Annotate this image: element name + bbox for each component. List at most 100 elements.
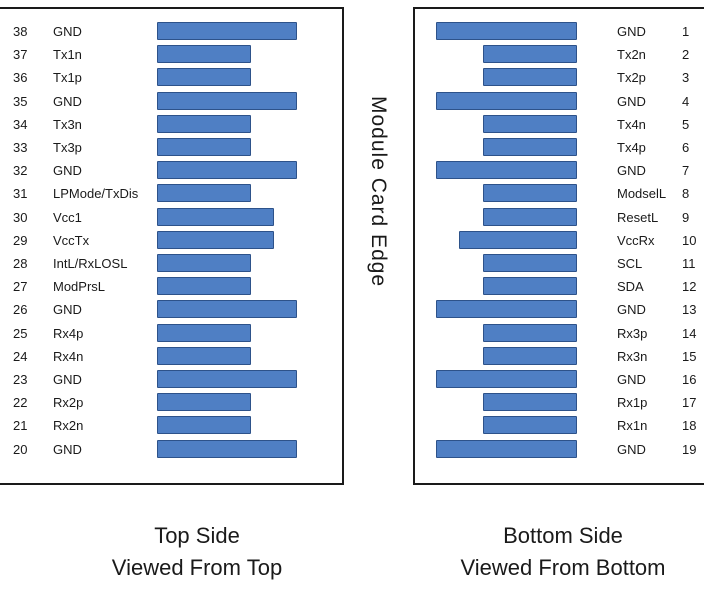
pin-number: 29 (13, 233, 28, 248)
pin-number: 21 (13, 418, 28, 433)
pin-number: 3 (682, 70, 690, 85)
contact-pad (157, 300, 297, 318)
contact-pad (157, 161, 297, 179)
pin-number: 15 (682, 349, 697, 364)
pin-signal-name: GND (53, 372, 82, 387)
pin-number: 5 (682, 117, 690, 132)
bottom-side-caption-subtitle: Viewed From Bottom (460, 555, 666, 580)
pin-number: 35 (13, 94, 28, 109)
bottom-pin-row: 9 ResetL (0, 208, 704, 227)
pin-signal-name: GND (617, 163, 646, 178)
pin-signal-name: VccRx (617, 233, 655, 248)
contact-pad (157, 92, 297, 110)
pin-signal-name: SCL (617, 256, 643, 271)
bottom-pin-row: 7 GND (0, 161, 704, 180)
pin-signal-name: Tx4p (617, 140, 646, 155)
pin-number: 13 (682, 302, 697, 317)
contact-pad (157, 68, 251, 86)
pin-signal-name: GND (53, 94, 82, 109)
top-pin-row: 32 GND (0, 161, 704, 180)
pin-signal-name: Rx3n (617, 349, 648, 364)
top-side-panel (0, 7, 344, 485)
contact-pad (483, 416, 577, 434)
pin-signal-name: Rx3p (617, 326, 648, 341)
top-pin-row: 36 Tx1p (0, 68, 704, 87)
contact-pad (483, 68, 577, 86)
pin-number: 1 (682, 24, 690, 39)
top-side-caption-title: Top Side (154, 523, 240, 548)
contact-pad (157, 208, 274, 226)
bottom-pin-row: 15 Rx3n (0, 347, 704, 366)
pin-number: 24 (13, 349, 28, 364)
pin-signal-name: Vcc1 (53, 210, 82, 225)
bottom-pin-row: 2 Tx2n (0, 45, 704, 64)
pin-signal-name: LPMode/TxDis (53, 186, 139, 201)
contact-pad (157, 416, 251, 434)
top-pin-row: 38 GND (0, 22, 704, 41)
contact-pad (157, 277, 251, 295)
contact-pad (157, 370, 297, 388)
pin-number: 22 (13, 395, 28, 410)
top-pin-row: 33 Tx3p (0, 138, 704, 157)
pin-signal-name: ModselL (617, 186, 667, 201)
pin-number: 25 (13, 326, 28, 341)
pin-signal-name: VccTx (53, 233, 90, 248)
contact-pad (483, 254, 577, 272)
bottom-pin-row: 5 Tx4n (0, 115, 704, 134)
pin-signal-name: GND (53, 442, 82, 457)
top-side-caption: Top Side Viewed From Top (92, 520, 302, 584)
pin-signal-name: GND (617, 24, 646, 39)
top-pin-row: 25 Rx4p (0, 324, 704, 343)
bottom-pin-row: 3 Tx2p (0, 68, 704, 87)
top-pin-row: 20 GND (0, 440, 704, 459)
pin-number: 8 (682, 186, 690, 201)
bottom-side-panel (413, 7, 704, 485)
contact-pad (483, 138, 577, 156)
pin-number: 16 (682, 372, 697, 387)
pin-signal-name: Tx3n (53, 117, 82, 132)
pin-signal-name: SDA (617, 279, 644, 294)
pin-number: 26 (13, 302, 28, 317)
bottom-pin-row: 6 Tx4p (0, 138, 704, 157)
bottom-pin-row: 11 SCL (0, 254, 704, 273)
pin-signal-name: ResetL (617, 210, 659, 225)
contact-pad (157, 324, 251, 342)
pin-number: 14 (682, 326, 697, 341)
pin-signal-name: Tx2p (617, 70, 646, 85)
pin-signal-name: Tx2n (617, 47, 646, 62)
top-pin-row: 28 IntL/RxLOSL (0, 254, 704, 273)
bottom-pin-row: 18 Rx1n (0, 416, 704, 435)
pin-signal-name: GND (53, 24, 82, 39)
pin-signal-name: Rx1n (617, 418, 648, 433)
contact-pad (157, 45, 251, 63)
top-pin-row: 29 VccTx (0, 231, 704, 250)
module-card-edge-label: Module Card Edge (367, 96, 390, 288)
pin-signal-name: Tx3p (53, 140, 82, 155)
top-pin-row: 30 Vcc1 (0, 208, 704, 227)
pin-number: 23 (13, 372, 28, 387)
contact-pad (157, 393, 251, 411)
top-pin-row: 23 GND (0, 370, 704, 389)
pin-signal-name: GND (53, 302, 82, 317)
contact-pad (157, 231, 274, 249)
pin-number: 19 (682, 442, 697, 457)
pin-number: 4 (682, 94, 690, 109)
contact-pad (483, 184, 577, 202)
pin-signal-name: Rx2n (53, 418, 84, 433)
pin-signal-name: IntL/RxLOSL (53, 256, 128, 271)
pin-number: 31 (13, 186, 28, 201)
pin-signal-name: Tx4n (617, 117, 646, 132)
pin-signal-name: Rx4n (53, 349, 84, 364)
pin-number: 30 (13, 210, 28, 225)
pin-signal-name: Tx1p (53, 70, 82, 85)
bottom-pin-row: 19 GND (0, 440, 704, 459)
pin-signal-name: GND (617, 372, 646, 387)
pin-signal-name: Rx2p (53, 395, 84, 410)
contact-pad (459, 231, 577, 249)
contact-pad (483, 45, 577, 63)
pin-signal-name: ModPrsL (53, 279, 106, 294)
contact-pad (483, 393, 577, 411)
contact-pad (157, 440, 297, 458)
bottom-pin-row: 1 GND (0, 22, 704, 41)
